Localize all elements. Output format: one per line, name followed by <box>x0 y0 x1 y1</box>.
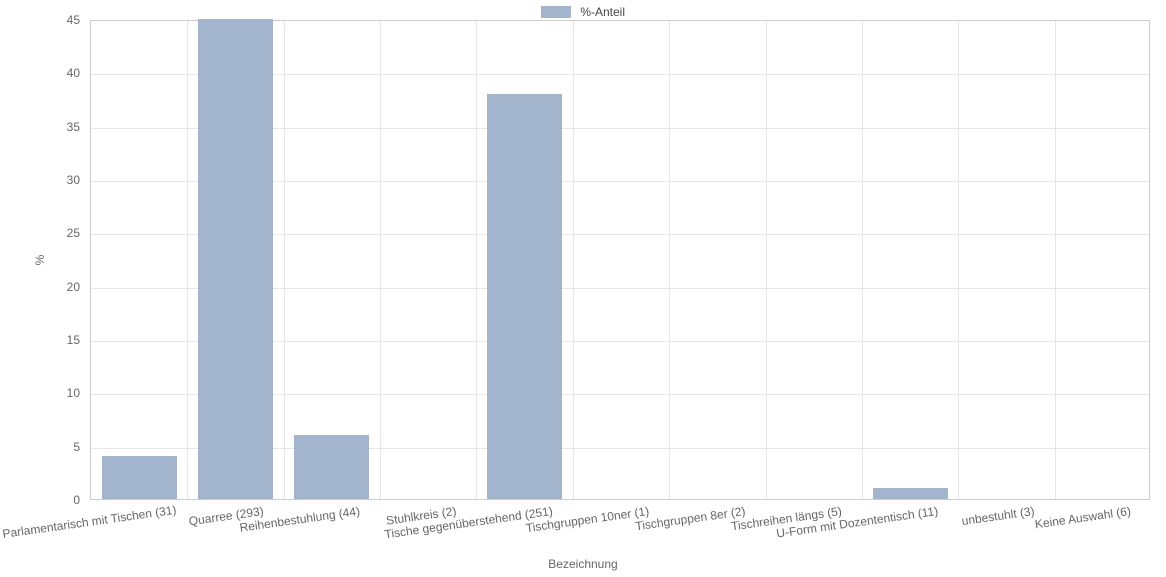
bar <box>487 94 562 499</box>
gridline-vertical <box>573 21 574 499</box>
y-tick-label: 20 <box>0 280 80 294</box>
gridline-vertical <box>380 21 381 499</box>
chart-legend: %-Anteil <box>0 4 1166 19</box>
y-tick-label: 10 <box>0 386 80 400</box>
bar <box>873 488 948 499</box>
plot-area <box>90 20 1150 500</box>
gridline-vertical <box>284 21 285 499</box>
gridline-vertical <box>958 21 959 499</box>
y-tick-label: 35 <box>0 120 80 134</box>
y-tick-label: 25 <box>0 226 80 240</box>
x-axis-title: Bezeichnung <box>0 557 1166 571</box>
y-tick-label: 45 <box>0 13 80 27</box>
y-tick-label: 15 <box>0 333 80 347</box>
y-tick-label: 30 <box>0 173 80 187</box>
gridline-vertical <box>1055 21 1056 499</box>
bar-chart: %-Anteil % 051015202530354045 Parlamenta… <box>0 0 1166 577</box>
y-tick-label: 5 <box>0 440 80 454</box>
legend-label: %-Anteil <box>580 5 625 19</box>
y-axis-title: % <box>33 255 47 266</box>
bar <box>102 456 177 499</box>
gridline-vertical <box>766 21 767 499</box>
y-tick-label: 0 <box>0 493 80 507</box>
gridline-vertical <box>476 21 477 499</box>
legend-swatch <box>541 6 571 18</box>
bar <box>294 435 369 499</box>
bar <box>198 19 273 499</box>
gridline-vertical <box>187 21 188 499</box>
gridline-vertical <box>862 21 863 499</box>
y-tick-label: 40 <box>0 66 80 80</box>
gridline-vertical <box>669 21 670 499</box>
